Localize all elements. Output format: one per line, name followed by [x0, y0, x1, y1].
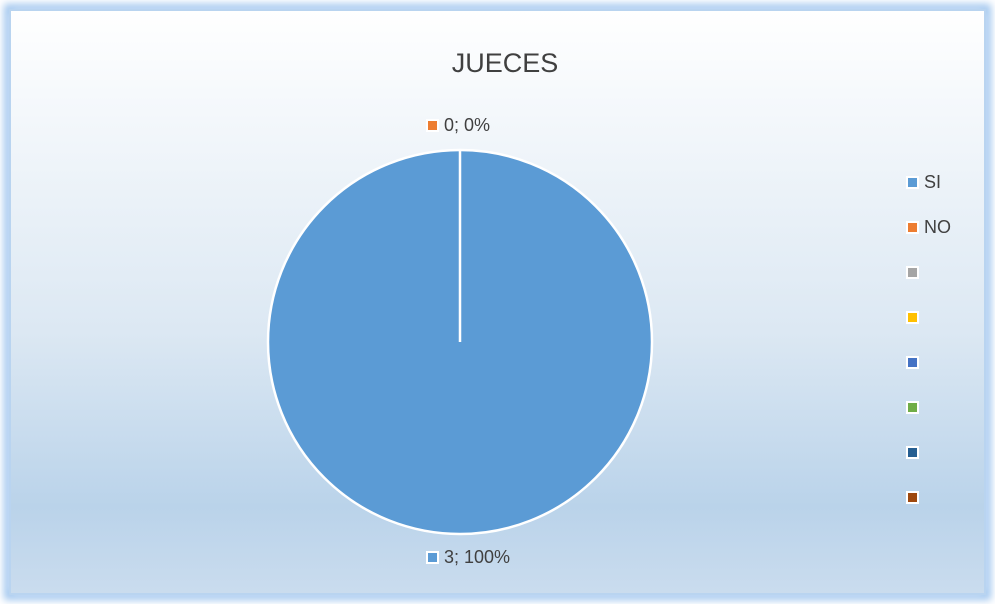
- legend-key: [906, 491, 919, 504]
- frame-glow: [4, 4, 991, 600]
- legend-key: [906, 266, 919, 279]
- legend-key: [906, 356, 919, 369]
- legend-key: [906, 221, 919, 234]
- legend-key: [906, 176, 919, 189]
- chart-title: JUECES: [452, 48, 559, 78]
- legend-key: [906, 311, 919, 324]
- data-label: 3; 100%: [444, 547, 510, 567]
- legend-label: NO: [924, 217, 951, 237]
- data-label: 0; 0%: [444, 115, 490, 135]
- data-label-key: [426, 119, 439, 132]
- legend-key: [906, 401, 919, 414]
- legend-key: [906, 446, 919, 459]
- data-label-key: [426, 551, 439, 564]
- legend-label: SI: [924, 172, 941, 192]
